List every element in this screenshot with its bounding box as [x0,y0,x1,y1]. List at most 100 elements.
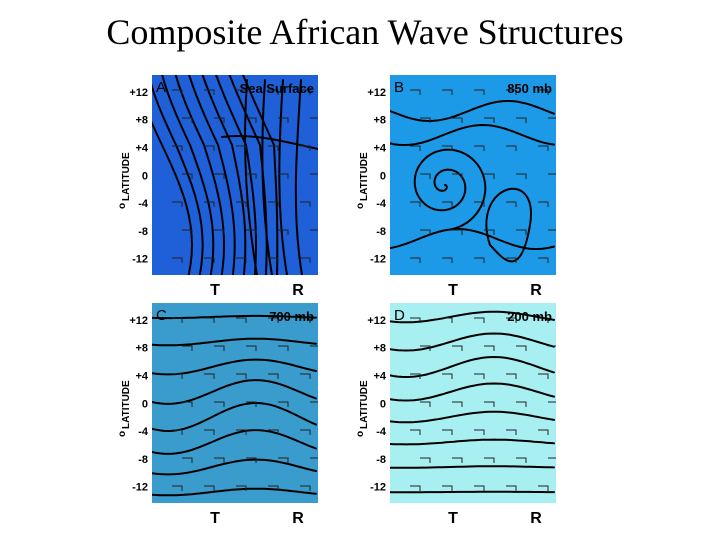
wind-barb [236,485,247,491]
panel-letter: C [156,307,167,324]
y-tick-label: +4 [373,371,386,383]
streamline [261,79,273,275]
wind-barb [172,429,183,435]
wind-barb [246,229,257,235]
panel: D 200 mb +12 +8 +4 0 -4 -8 -12 T Ro LATITUDE [355,303,556,527]
wind-barb [516,345,527,351]
y-tick-label: -4 [138,426,149,438]
wind-barb [442,429,453,435]
wind-barb [172,317,183,323]
latitude-label: LATITUDE [121,152,132,201]
wind-barb [452,173,463,179]
wind-barb [214,345,225,351]
streamline [152,487,317,497]
wind-barb [420,457,431,463]
wind-barb [278,401,289,407]
streamline [390,438,555,446]
wind-barb [214,457,225,463]
wind-barb [214,401,225,407]
wind-barb [300,485,311,491]
wind-barb [300,145,311,151]
y-axis-label: o LATITUDE [117,380,132,437]
y-axis-label: o LATITUDE [117,152,132,209]
wind-barb [474,429,485,435]
wind-barb [214,117,225,123]
wind-barb [538,145,549,151]
wind-barb [236,201,247,207]
streamline [152,337,317,347]
y-tick-label: -8 [138,454,148,466]
wind-barb [236,317,247,323]
wind-barb [246,173,257,179]
wind-barb [452,117,463,123]
wind-barb [310,117,318,119]
wind-barb [506,429,517,435]
wind-barb [442,89,453,95]
y-tick-label: -12 [370,482,386,494]
wind-barb [548,345,556,347]
streamlines [390,89,556,263]
y-tick-label: -8 [138,226,148,238]
wind-barb [410,257,421,263]
y-tick-label: -8 [376,226,386,238]
panel-letter: B [394,79,404,96]
wind-barb [474,89,485,95]
wind-barb [236,373,247,379]
degree-mark: o [355,203,366,209]
wind-barb [484,401,495,407]
x-label: R [530,282,542,299]
x-label: R [292,282,304,299]
wind-barb [214,229,225,235]
wind-barb [410,373,421,379]
wind-barb [310,457,318,459]
wind-barb [442,373,453,379]
wind-barb [246,117,257,123]
wind-barb [204,201,215,207]
wind-barb [268,145,279,151]
wind-barb [538,317,549,323]
wind-barb [506,373,517,379]
wind-barb [268,201,279,207]
streamline [390,410,555,424]
panel-letter: A [156,79,166,96]
panel-letter: D [394,307,405,324]
wind-barb [484,173,495,179]
wind-barb [214,173,225,179]
wind-barb [310,229,318,231]
wind-barb [506,485,517,491]
wind-barb [452,457,463,463]
y-tick-label: +4 [135,143,148,155]
wind-barb [310,401,318,403]
wind-barb [420,229,431,235]
streamline [152,379,317,405]
y-tick-label: -4 [376,426,387,438]
wind-barb [268,485,279,491]
wind-barb [516,401,527,407]
panel-level: Sea Surface [240,81,314,96]
wind-barb [278,345,289,351]
streamline [278,79,288,275]
wind-barb [268,317,279,323]
wind-barb [548,117,556,119]
y-tick-label: +8 [373,115,386,127]
y-tick-label: -12 [132,482,148,494]
panel-background [390,303,556,503]
wind-barb [182,229,193,235]
streamline [244,79,258,275]
x-label: T [448,510,458,527]
wind-barb [268,89,279,95]
wind-barb [420,345,431,351]
y-axis-label: o LATITUDE [355,380,370,437]
wind-barb [278,457,289,463]
wind-barb [452,345,463,351]
wind-barb [516,173,527,179]
y-tick-label: 0 [380,170,386,182]
y-tick-label: 0 [380,398,386,410]
streamline [215,75,258,275]
panel: A Sea Surface +12 +8 +4 0 -4 -8 -12 T Ro LATITUDE [117,75,318,299]
wind-barb [182,117,193,123]
wind-barb [538,89,549,95]
streamline [201,75,247,275]
wind-barb [452,401,463,407]
x-label: R [292,510,304,527]
